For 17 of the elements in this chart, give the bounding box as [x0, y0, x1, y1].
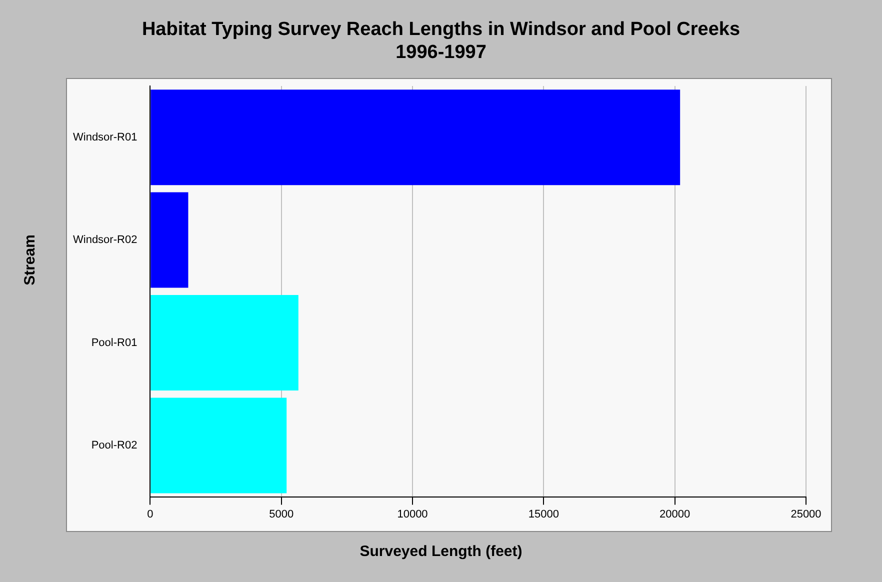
y-tick-label: Pool-R02	[91, 439, 138, 452]
chart-title: Habitat Typing Survey Reach Lengths in Windsor and Pool Creeks 1996-1997	[140, 18, 742, 64]
bar	[150, 398, 287, 494]
y-tick-label: Pool-R01	[91, 336, 138, 349]
x-tick-label: 25000	[790, 508, 822, 520]
bar	[150, 90, 680, 186]
x-tick-label: 20000	[660, 508, 690, 520]
y-axis-title: Stream	[22, 234, 38, 286]
x-tick-label: 0	[147, 508, 154, 520]
y-tick-label: Windsor-R02	[72, 234, 138, 246]
x-axis-title: Surveyed Length (feet)	[358, 543, 524, 560]
y-tick-label: Windsor-R01	[72, 131, 138, 144]
x-tick-label: 10000	[397, 508, 428, 520]
x-tick-label: 15000	[528, 508, 559, 520]
bar	[150, 294, 298, 391]
x-tick-label: 5000	[269, 508, 294, 520]
bar	[150, 192, 188, 288]
